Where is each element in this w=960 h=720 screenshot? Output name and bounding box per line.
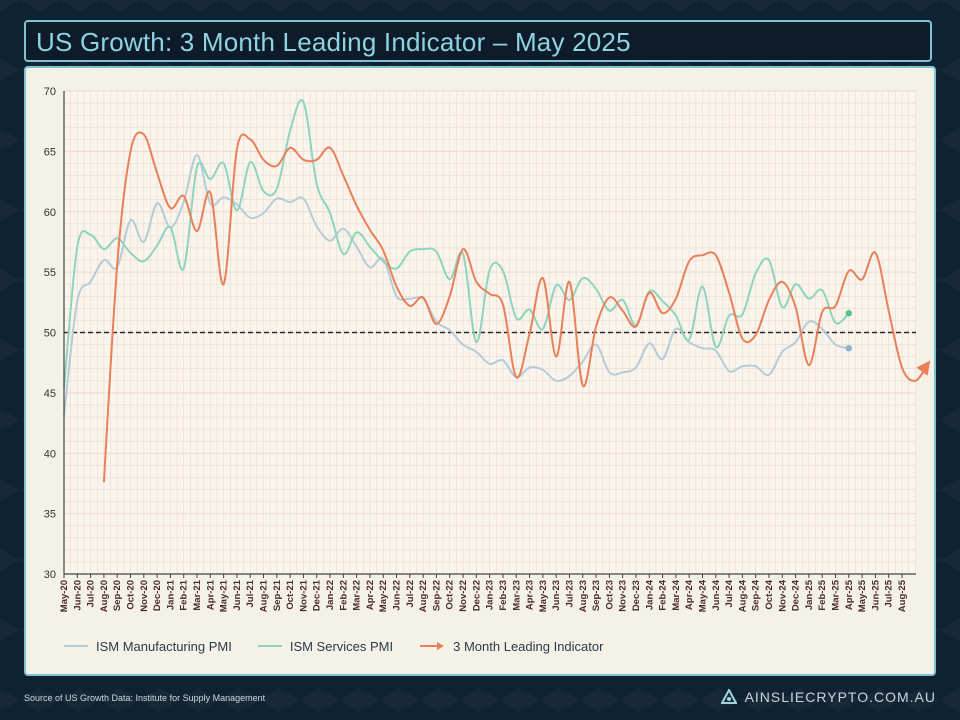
x-tick-label: Jul-20	[86, 580, 97, 607]
legend-item-leading: 3 Month Leading Indicator	[419, 639, 603, 654]
x-tick-label: May-22	[378, 580, 389, 612]
x-tick-label: Jan-23	[485, 580, 496, 610]
end-point-services	[845, 309, 852, 317]
x-tick-label: Oct-24	[764, 579, 775, 609]
x-tick-label: Sep-20	[112, 580, 123, 611]
x-tick-label: Mar-24	[671, 579, 682, 610]
x-tick-label: May-20	[59, 580, 70, 612]
x-tick-label: Jul-25	[884, 579, 895, 607]
x-tick-label: Jun-20	[72, 580, 83, 611]
x-tick-label: Aug-25	[897, 579, 908, 612]
x-tick-label: Jun-21	[232, 579, 243, 610]
x-tick-label: Jan-25	[804, 579, 815, 610]
legend-swatch-leading	[420, 642, 445, 650]
x-tick-label: Aug-24	[737, 579, 748, 612]
x-tick-label: Jan-24	[644, 579, 655, 610]
y-tick-label: 50	[44, 328, 56, 340]
y-tick-label: 70	[44, 86, 56, 98]
x-tick-label: Aug-23	[578, 580, 589, 612]
x-tick-label: Nov-20	[139, 580, 150, 612]
x-tick-label: Oct-21	[285, 579, 296, 609]
x-tick-label: Jun-23	[551, 580, 562, 611]
x-tick-label: Nov-22	[458, 580, 469, 612]
legend-item-manufacturing: ISM Manufacturing PMI	[64, 639, 232, 654]
series-line-leading	[102, 131, 931, 483]
legend-label-services: ISM Services PMI	[289, 638, 394, 654]
legend-label-leading: 3 Month Leading Indicator	[453, 638, 604, 654]
x-tick-label: Feb-22	[338, 580, 349, 611]
series-group	[63, 98, 931, 483]
x-tick-label: Aug-22	[418, 580, 429, 612]
x-tick-label: Nov-23	[618, 580, 629, 612]
x-tick-label: Nov-24	[777, 579, 788, 611]
ainslie-logo-icon	[720, 689, 737, 704]
brand[interactable]: AINSLIECRYPTO.COM.AU	[720, 689, 936, 705]
x-tick-label: Oct-20	[126, 580, 137, 610]
title-bar: US Growth: 3 Month Leading Indicator – M…	[24, 20, 932, 62]
x-tick-label: Jul-22	[405, 580, 416, 607]
legend: ISM Manufacturing PMI ISM Services PMI 3…	[64, 636, 603, 656]
brand-text: AINSLIECRYPTO.COM.AU	[744, 689, 936, 705]
y-tick-label: 55	[44, 267, 56, 279]
x-tick-label: Sep-22	[431, 580, 442, 611]
x-tick-label: Apr-23	[525, 580, 536, 610]
source-note: Source of US Growth Data: Institute for …	[24, 693, 266, 703]
x-tick-label: Feb-24	[658, 579, 669, 610]
x-tick-label: Jun-24	[711, 579, 722, 610]
x-tick-label: Feb-21	[179, 579, 190, 610]
x-tick-label: Oct-23	[604, 580, 615, 610]
x-tick-label: May-21	[219, 579, 230, 612]
x-tick-label: May-24	[697, 579, 708, 612]
x-tick-label: Mar-23	[511, 580, 522, 611]
x-tick-label: Dec-24	[791, 579, 802, 611]
x-tick-label: Jul-21	[245, 579, 256, 607]
x-tick-label: Sep-24	[751, 579, 762, 611]
x-tick-label: Oct-22	[445, 580, 456, 610]
y-tick-label: 60	[44, 207, 56, 219]
x-tick-label: Jan-21	[165, 579, 176, 610]
x-tick-label: Apr-24	[684, 579, 695, 610]
legend-swatch-manufacturing	[64, 645, 88, 647]
legend-item-services: ISM Services PMI	[257, 638, 394, 654]
x-tick-label: May-25	[857, 579, 868, 612]
x-tick-label: Feb-25	[817, 579, 828, 610]
legend-label-manufacturing: ISM Manufacturing PMI	[96, 638, 232, 654]
series-line-manufacturing	[63, 153, 850, 416]
x-tick-label: Jan-22	[325, 580, 336, 610]
y-tick-label: 35	[44, 509, 56, 521]
x-tick-label: Dec-21	[312, 579, 323, 611]
y-tick-label: 45	[44, 388, 56, 400]
x-tick-label: Jun-22	[392, 580, 403, 611]
y-tick-label: 40	[44, 448, 56, 460]
legend-swatch-services	[257, 645, 282, 647]
x-tick-label: Dec-22	[471, 580, 482, 611]
x-tick-label: Mar-22	[352, 580, 363, 611]
x-tick-label: Aug-20	[99, 580, 110, 612]
x-tick-label: Sep-23	[591, 580, 602, 611]
y-tick-label: 30	[44, 569, 56, 581]
x-tick-label: Dec-23	[631, 580, 642, 611]
x-tick-label: Apr-22	[365, 580, 376, 610]
x-tick-label: Jul-24	[724, 579, 735, 607]
x-tick-label: Mar-21	[192, 579, 203, 610]
x-tick-label: Sep-21	[272, 579, 283, 611]
x-tick-label: Nov-21	[298, 579, 309, 611]
x-tick-label: Dec-20	[152, 580, 163, 611]
y-tick-label: 65	[44, 146, 56, 158]
x-tick-label: May-23	[538, 580, 549, 612]
x-tick-label: Mar-25	[830, 579, 841, 610]
x-tick-label: Apr-21	[205, 579, 216, 610]
series-line-services	[63, 98, 850, 389]
x-tick-label: Aug-21	[259, 579, 270, 612]
x-tick-label: Jun-25	[870, 579, 881, 610]
x-tick-label: Feb-23	[498, 580, 509, 611]
x-tick-label: Jul-23	[564, 580, 575, 607]
x-tick-label: Apr-25	[844, 579, 855, 610]
end-point-manufacturing	[845, 344, 852, 352]
page-title: US Growth: 3 Month Leading Indicator – M…	[36, 27, 631, 57]
